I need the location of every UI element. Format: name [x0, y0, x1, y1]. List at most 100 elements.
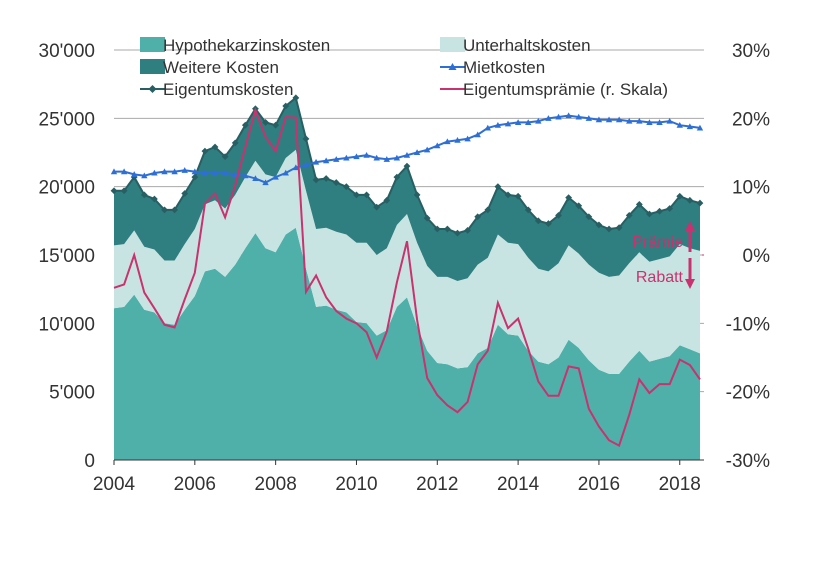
- point-mietkosten: [555, 113, 562, 120]
- point-mietkosten: [161, 168, 168, 175]
- y-left-tick-label: 15'000: [39, 246, 95, 267]
- point-eigentumskosten: [625, 211, 633, 219]
- y-left-tick-label: 20'000: [39, 178, 95, 199]
- axes: 2004 2006 2008 2010 2012 2014 2016 2018 0 5'000 10…: [39, 41, 771, 495]
- point-eigentumskosten: [656, 207, 663, 215]
- point-mietkosten: [615, 116, 623, 123]
- point-mietkosten: [282, 169, 289, 176]
- point-mietkosten: [545, 115, 552, 121]
- point-mietkosten: [141, 172, 148, 179]
- point-mietkosten: [151, 169, 158, 176]
- point-mietkosten: [333, 156, 340, 162]
- y-right-tick-label: -10%: [726, 314, 770, 335]
- point-mietkosten: [312, 158, 320, 165]
- y-right-tick-label: 10%: [732, 178, 770, 199]
- point-eigentumskosten: [373, 203, 381, 211]
- point-mietkosten: [464, 135, 471, 142]
- point-eigentumskosten: [221, 153, 229, 160]
- point-eigentumskosten: [282, 102, 290, 110]
- point-mietkosten: [131, 171, 138, 177]
- point-eigentumskosten: [545, 220, 552, 227]
- point-mietkosten: [514, 119, 522, 125]
- point-mietkosten: [595, 116, 603, 123]
- legend-label: Eigentumsprämie (r. Skala): [463, 80, 668, 99]
- x-tick-label: 2018: [659, 474, 701, 495]
- point-eigentumskosten: [474, 213, 482, 221]
- legend-marker: [448, 63, 457, 70]
- point-eigentumskosten: [181, 190, 189, 197]
- legend-label: Hypothekarzinskosten: [163, 36, 330, 55]
- point-eigentumskosten: [201, 147, 209, 155]
- point-mietkosten: [252, 175, 259, 182]
- praemie-arrow-head: [685, 221, 695, 231]
- point-mietkosten: [444, 138, 451, 145]
- point-eigentumskosten: [484, 206, 492, 214]
- point-eigentumskosten: [322, 175, 330, 182]
- annotations: Prämie Rabatt: [632, 221, 695, 289]
- x-tick-label: 2006: [174, 474, 216, 495]
- point-mietkosten: [525, 119, 532, 125]
- point-eigentumskosten: [646, 210, 653, 218]
- point-eigentumskosten: [332, 179, 340, 186]
- legend-label: Eigentumskosten: [163, 80, 293, 99]
- point-eigentumskosten: [514, 192, 522, 200]
- point-eigentumskosten: [191, 173, 199, 181]
- point-mietkosten: [191, 168, 199, 175]
- x-tick-label: 2016: [578, 474, 620, 495]
- point-eigentumskosten: [120, 187, 128, 195]
- x-tick-label: 2014: [497, 474, 540, 495]
- point-mietkosten: [221, 169, 229, 176]
- point-eigentumskosten: [110, 187, 118, 195]
- point-eigentumskosten: [312, 176, 320, 184]
- series-lines: [110, 94, 704, 448]
- y-right-tick-label: -30%: [726, 451, 770, 472]
- point-eigentumskosten: [575, 202, 583, 210]
- point-eigentumskosten: [504, 191, 512, 199]
- point-mietkosten: [474, 131, 481, 138]
- point-eigentumskosten: [272, 121, 280, 129]
- point-eigentumskosten: [211, 143, 219, 151]
- point-mietkosten: [343, 154, 350, 161]
- point-eigentumskosten: [565, 194, 573, 201]
- point-mietkosten: [646, 119, 653, 125]
- point-mietkosten: [292, 164, 300, 171]
- point-eigentumskosten: [413, 191, 421, 199]
- point-mietkosten: [403, 152, 411, 158]
- y-left-tick-label: 0: [84, 451, 95, 472]
- legend-label: Mietkosten: [463, 58, 545, 77]
- point-eigentumskosten: [696, 199, 704, 207]
- point-eigentumskosten: [686, 196, 694, 204]
- point-eigentumskosten: [635, 201, 643, 208]
- point-mietkosten: [373, 154, 380, 161]
- point-eigentumskosten: [605, 225, 613, 233]
- legend-swatch: [140, 59, 165, 74]
- x-tick-label: 2004: [93, 474, 136, 495]
- point-eigentumskosten: [161, 206, 168, 214]
- y-right-tick-label: 20%: [732, 109, 770, 130]
- line-eigentumspraemie: [113, 106, 701, 448]
- point-eigentumskosten: [383, 196, 391, 204]
- y-left-tick-label: 10'000: [39, 314, 95, 335]
- point-mietkosten: [383, 156, 390, 162]
- legend-swatch: [140, 37, 165, 52]
- y-left-tick-label: 30'000: [39, 41, 95, 62]
- point-eigentumskosten: [464, 227, 471, 234]
- annotation-rabatt: Rabatt: [636, 269, 684, 286]
- point-mietkosten: [636, 117, 643, 124]
- point-eigentumskosten: [524, 206, 532, 214]
- point-eigentumskosten: [454, 229, 461, 237]
- point-eigentumskosten: [443, 225, 451, 233]
- point-mietkosten: [393, 154, 401, 161]
- point-mietkosten: [504, 120, 512, 127]
- point-mietkosten: [110, 168, 118, 175]
- point-eigentumskosten: [302, 135, 310, 143]
- point-eigentumskosten: [342, 183, 350, 191]
- point-eigentumskosten: [292, 94, 300, 102]
- stacked-areas: [114, 97, 700, 460]
- annotation-praemie: Prämie: [632, 234, 683, 251]
- point-mietkosten: [494, 121, 502, 128]
- point-eigentumskosten: [676, 192, 684, 200]
- x-tick-label: 2008: [255, 474, 297, 495]
- point-eigentumskosten: [433, 225, 441, 233]
- point-mietkosten: [181, 167, 188, 173]
